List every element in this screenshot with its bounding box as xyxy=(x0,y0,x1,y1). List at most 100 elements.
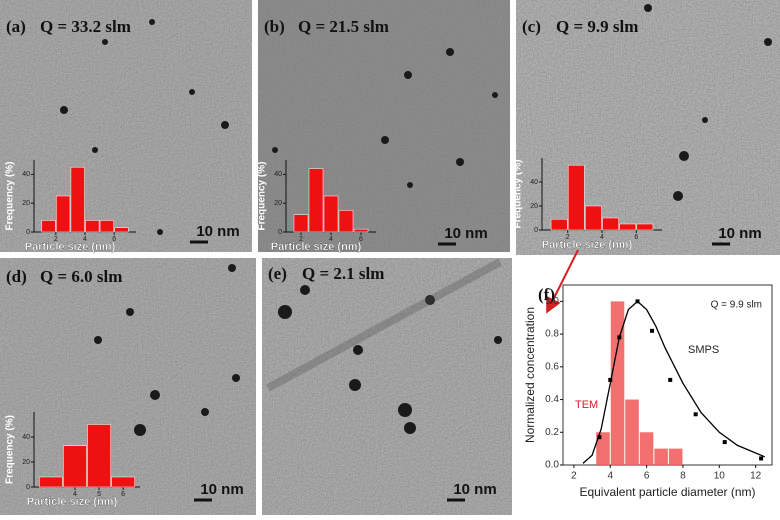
scale-bar-label: 10 nm xyxy=(453,481,496,498)
bar xyxy=(85,220,100,233)
y-tick-label: 40 xyxy=(22,434,30,441)
y-axis-label: Frequency (%) xyxy=(257,162,268,231)
bar xyxy=(114,227,129,233)
panel-label: (a) xyxy=(6,17,26,36)
point xyxy=(693,412,698,417)
point xyxy=(608,377,613,382)
y-axis-label: Frequency (%) xyxy=(5,162,16,231)
y-tick-label: 40 xyxy=(274,171,282,178)
fit-line xyxy=(582,300,765,464)
point xyxy=(597,435,602,440)
annotation: Q = 9.9 slm xyxy=(711,300,762,311)
y-tick-label: 20 xyxy=(22,200,30,207)
point xyxy=(759,456,764,461)
x-tick-label: 6 xyxy=(644,471,650,482)
bar xyxy=(602,217,619,231)
y-tick-label: 40 xyxy=(530,179,538,186)
bar xyxy=(619,223,637,231)
bar xyxy=(323,195,339,233)
tem-image xyxy=(262,258,512,515)
condition: Q = 33.2 slm xyxy=(40,17,131,36)
tem-image xyxy=(258,0,510,252)
arrow xyxy=(546,249,579,314)
x-tick-label: 8 xyxy=(680,471,686,482)
x-axis-label: Particle size (nm) xyxy=(271,241,362,253)
bar xyxy=(87,424,111,488)
y-tick-label: 0.0 xyxy=(545,460,559,471)
bar xyxy=(668,448,683,465)
particles xyxy=(60,4,772,436)
bar xyxy=(111,476,135,488)
x-axis-label: Particle size (nm) xyxy=(542,239,633,251)
x-tick-label: 12 xyxy=(750,471,762,482)
x-tick-label: 6 xyxy=(359,236,363,243)
y-tick-label: 20 xyxy=(530,203,538,210)
bar xyxy=(63,445,87,488)
y-tick-label: 0.6 xyxy=(545,361,559,372)
bar xyxy=(550,218,568,231)
condition: Q = 9.9 slm xyxy=(556,17,638,36)
bar xyxy=(353,228,369,233)
y-tick-label: 0 xyxy=(278,229,282,236)
x-tick-label: 6 xyxy=(121,491,125,498)
y-tick-label: 0.2 xyxy=(545,427,559,438)
x-tick-label: 4 xyxy=(607,471,613,482)
y-tick-label: 0.4 xyxy=(545,394,559,405)
panel-label: (d) xyxy=(6,267,27,286)
y-tick-label: 0 xyxy=(26,229,30,236)
x-tick-label: 2 xyxy=(566,234,570,241)
tem-image xyxy=(0,0,252,252)
y-axis-label: Frequency (%) xyxy=(513,160,524,229)
y-axis-label: Frequency (%) xyxy=(5,415,16,484)
y-tick-label: 0.8 xyxy=(545,329,559,340)
x-axis-label: Particle size (nm) xyxy=(27,496,118,508)
x-tick-label: 2 xyxy=(299,236,303,243)
point xyxy=(722,440,727,445)
series-label: TEM xyxy=(575,399,598,411)
bar xyxy=(56,195,71,233)
series-label: SMPS xyxy=(688,344,719,356)
film-edge xyxy=(266,258,502,392)
y-tick-label: 1.0 xyxy=(545,296,559,307)
bar xyxy=(41,220,56,233)
bar xyxy=(654,448,668,465)
y-tick-label: 20 xyxy=(22,459,30,466)
x-axis-label: Particle size (nm) xyxy=(25,241,116,253)
x-axis-label: Equivalent particle diameter (nm) xyxy=(579,485,755,499)
x-tick-label: 4 xyxy=(600,234,604,241)
point xyxy=(668,377,673,382)
y-tick-label: 0 xyxy=(26,484,30,491)
x-tick-label: 6 xyxy=(112,236,116,243)
scale-bar-label: 10 nm xyxy=(718,225,761,242)
bar xyxy=(625,399,639,465)
point xyxy=(650,328,655,333)
bar xyxy=(308,168,324,233)
panel-label: (c) xyxy=(522,17,541,36)
bar xyxy=(70,166,85,233)
x-tick-label: 2 xyxy=(571,471,577,482)
bar xyxy=(585,205,602,231)
y-axis-label: Normalized concentration xyxy=(523,307,537,443)
bar xyxy=(636,223,654,231)
scale-bar-label: 10 nm xyxy=(444,225,487,242)
bar xyxy=(99,220,114,233)
bar xyxy=(338,210,354,233)
bar xyxy=(293,214,309,233)
y-tick-label: 40 xyxy=(22,171,30,178)
scale-bar-label: 10 nm xyxy=(200,481,243,498)
x-tick-label: 5 xyxy=(97,491,101,498)
bar xyxy=(567,164,585,231)
panel-label: (e) xyxy=(268,264,287,283)
bar xyxy=(610,301,625,465)
condition: Q = 2.1 slm xyxy=(302,264,384,283)
panel-label: (b) xyxy=(264,17,285,36)
x-tick-label: 2 xyxy=(54,236,58,243)
x-tick-label: 4 xyxy=(83,236,87,243)
condition: Q = 6.0 slm xyxy=(40,267,122,286)
x-tick-label: 4 xyxy=(73,491,77,498)
scale-bar-label: 10 nm xyxy=(196,223,239,240)
condition: Q = 21.5 slm xyxy=(298,17,389,36)
tem-image xyxy=(0,258,256,515)
